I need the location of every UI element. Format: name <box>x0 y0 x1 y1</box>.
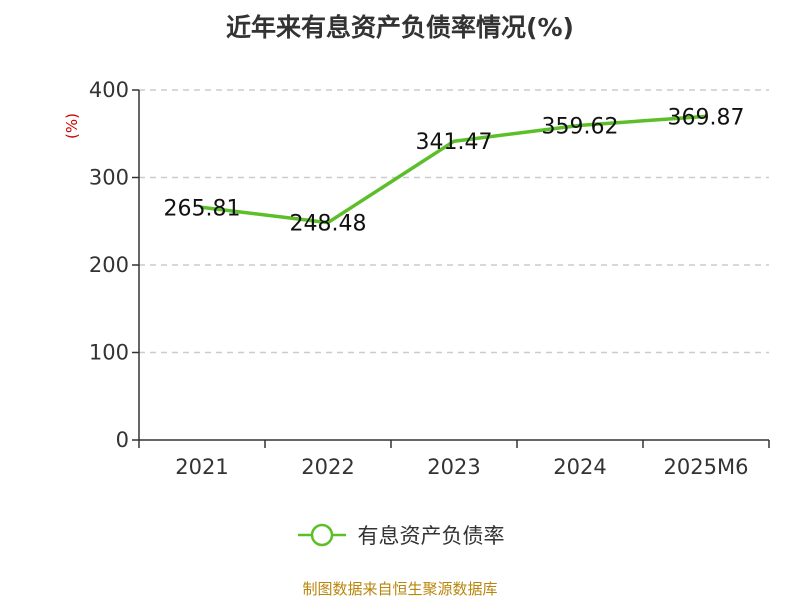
x-tick-labels: 2021 2022 2023 2024 2025M6 <box>175 455 748 479</box>
x-tick-label: 2023 <box>427 455 480 479</box>
grid-lines <box>139 89 769 354</box>
data-label: 341.47 <box>416 130 493 155</box>
data-labels: 265.81 248.48 341.47 359.62 369.87 <box>164 105 745 236</box>
series-lines <box>200 114 708 225</box>
y-axis-label: (%) <box>63 113 81 139</box>
axes <box>132 89 770 448</box>
data-label: 265.81 <box>164 196 241 221</box>
x-tick-label: 2024 <box>553 455 606 479</box>
y-tick-label: 300 <box>89 166 129 190</box>
y-tick-label: 0 <box>116 428 129 452</box>
source-note: 制图数据来自恒生聚源数据库 <box>302 580 498 598</box>
y-tick-label: 100 <box>89 341 129 365</box>
y-tick-label: 200 <box>89 253 129 277</box>
x-tick-label: 2025M6 <box>664 455 749 479</box>
y-tick-label: 400 <box>89 78 129 102</box>
x-tick-label: 2021 <box>175 455 228 479</box>
data-label: 248.48 <box>290 212 367 237</box>
series-line <box>200 114 708 225</box>
data-label: 359.62 <box>542 114 619 139</box>
legend[interactable]: 有息资产负债率 <box>0 520 800 550</box>
legend-line-marker-icon <box>297 523 346 547</box>
chart-title: 近年来有息资产负债率情况(%) <box>226 13 574 42</box>
data-label: 369.87 <box>668 105 745 130</box>
y-tick-labels: 0 100 200 300 400 <box>89 78 129 452</box>
x-tick-label: 2022 <box>301 455 354 479</box>
legend-label: 有息资产负债率 <box>357 524 505 548</box>
